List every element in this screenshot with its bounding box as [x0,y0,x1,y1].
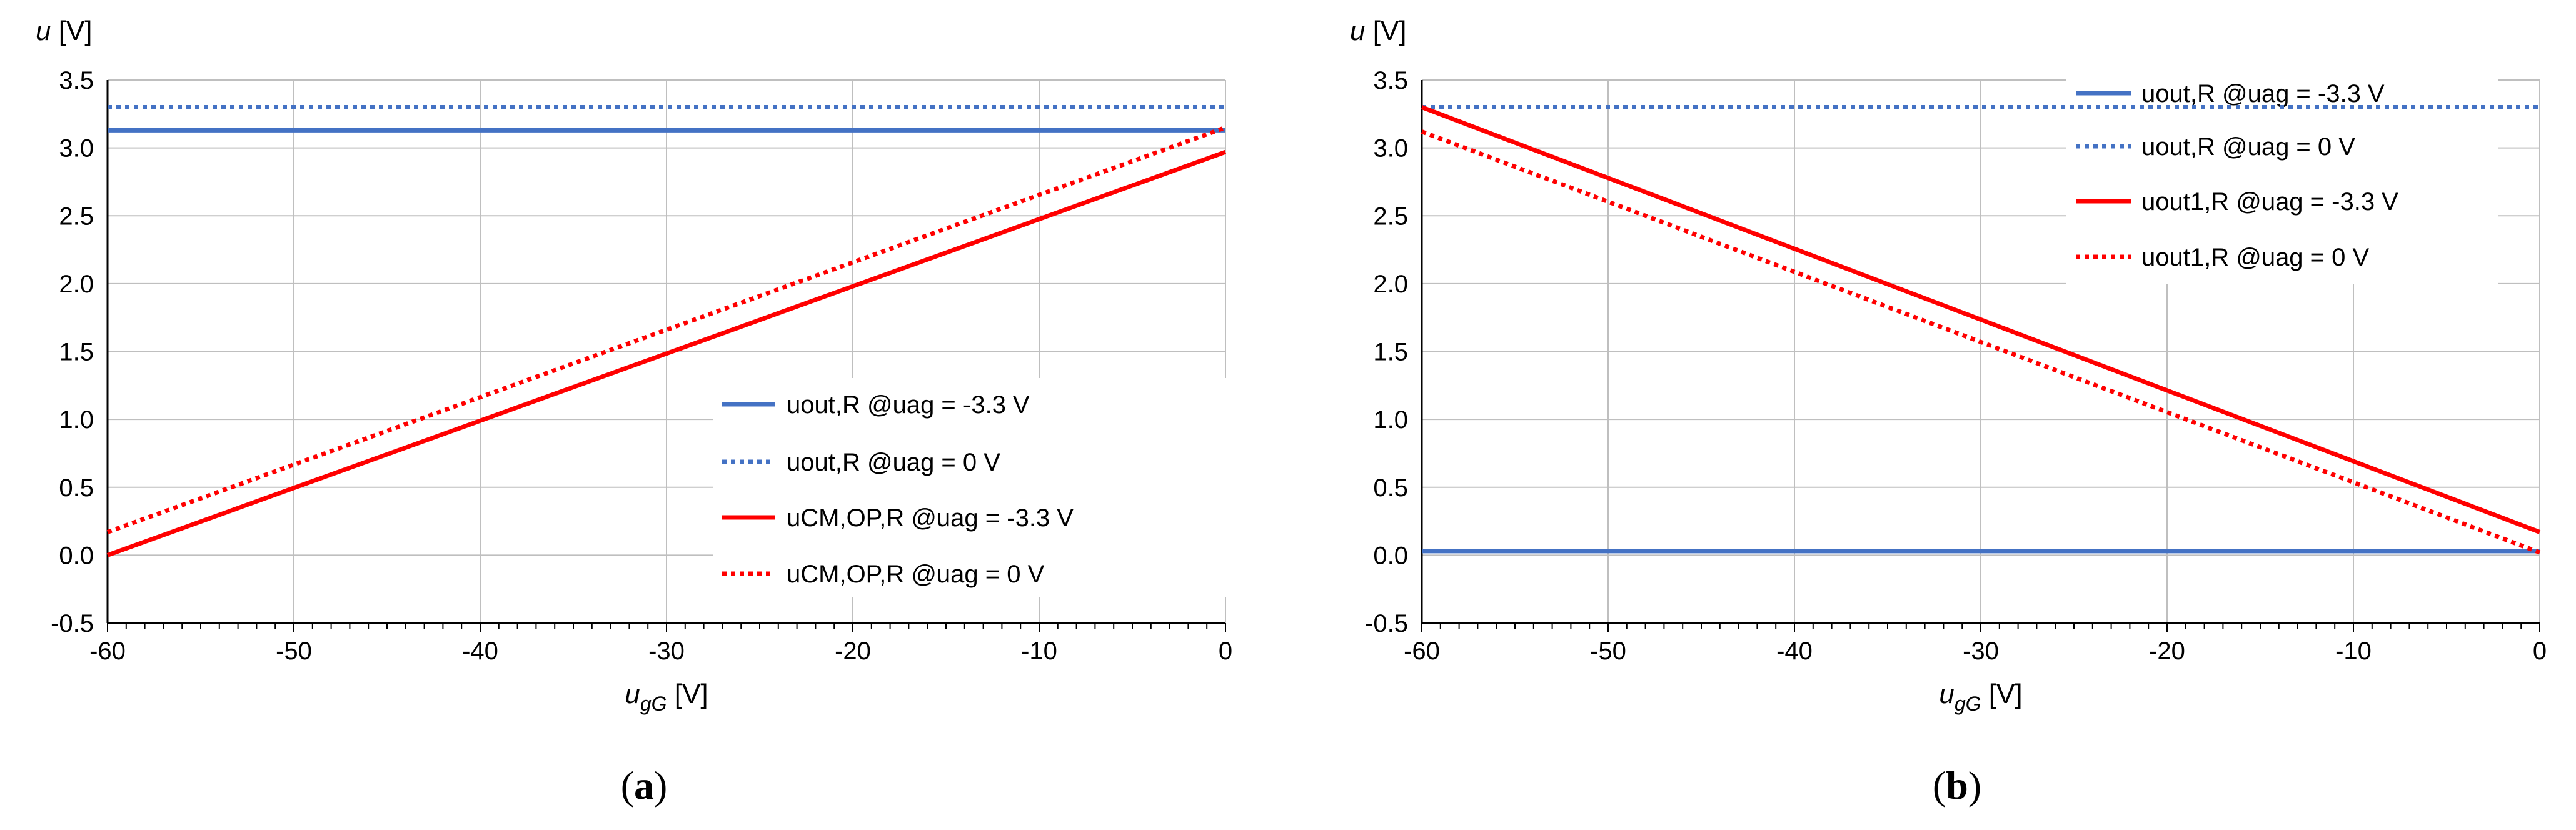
y-axis-label-symbol: u [36,16,51,46]
legend-label-2: uout,R @uag = 0 V [787,449,1000,476]
y-tick-label: 3.5 [59,67,94,94]
y-tick-label: 3.5 [1373,67,1408,94]
y-tick-label: 2.5 [59,202,94,230]
caption-close-paren: ) [1968,763,1981,808]
legend-label-2: uout,R @uag = 0 V [2141,133,2355,161]
x-axis-label-symbol: u [625,679,640,709]
chart-panel-a: -60 -50 -40 -30 -20 -10 0 -0.5 0.0 0.5 1.0 1.5 2.0 2.… [36,16,1238,808]
caption-close-paren: ) [654,763,667,808]
panel-caption: (b) [1933,763,1981,808]
x-tick-label: -10 [2335,638,2372,665]
x-axis-label-unit: [V] [1981,679,2023,709]
x-tick-label: -30 [1963,638,1999,665]
series-line-4 [106,125,1227,534]
y-tick-label: -0.5 [1365,610,1408,638]
legend-label-3: uout1,R @uag = -3.3 V [2141,188,2398,216]
x-axis-label-subscript: gG [1955,692,1981,715]
y-tick-label: 0.5 [1373,474,1408,502]
x-tick-label: -30 [648,638,685,665]
y-axis-label: u [V] [36,16,93,46]
legend-label-4: uCM,OP,R @uag = 0 V [787,561,1045,588]
series-line-3 [106,149,1227,558]
x-axis-label-subscript: gG [640,692,667,715]
legend-label-1: uout,R @uag = -3.3 V [2141,80,2385,108]
x-tick-label: -40 [1776,638,1813,665]
caption-open-paren: ( [1933,763,1946,808]
y-tick-label: 1.0 [59,406,94,434]
y-tick-label: -0.5 [51,610,94,638]
y-tick-label: 0.5 [59,474,94,502]
x-tick-label: -20 [2149,638,2185,665]
y-axis-label-unit: [V] [51,16,92,46]
legend-label-4: uout1,R @uag = 0 V [2141,244,2370,271]
y-tick-label: 1.5 [1373,339,1408,366]
x-tick-label: 0 [1219,638,1232,665]
y-tick-label: 0.0 [59,542,94,569]
y-tick-label: 0.0 [1373,542,1408,569]
caption-open-paren: ( [621,763,634,808]
y-tick-label: 3.0 [1373,135,1408,162]
legend-label-1: uout,R @uag = -3.3 V [787,391,1030,419]
x-axis-label-symbol: u [1939,679,1954,709]
y-tick-label: 2.0 [59,271,94,298]
y-axis-label: u [V] [1350,16,1407,46]
x-tick-label: 0 [2533,638,2547,665]
caption-letter: b [1946,763,1968,808]
x-tick-label: -40 [462,638,498,665]
y-tick-label: 1.5 [59,339,94,366]
y-axis-label-unit: [V] [1365,16,1406,46]
caption-letter: a [634,763,654,808]
series-line-3 [1421,105,2541,534]
x-tick-label: -50 [276,638,312,665]
x-tick-label: -50 [1590,638,1626,665]
x-tick-label: -20 [835,638,871,665]
x-axis-label-unit: [V] [667,679,708,709]
legend-box [713,378,1238,597]
legend-box [2066,69,2498,284]
y-tick-label: 2.0 [1373,271,1408,298]
x-tick-label: -60 [1404,638,1440,665]
chart-panel-b: -60 -50 -40 -30 -20 -10 0 -0.5 0.0 0.5 1.0 1.5 2.0 2.… [1350,16,2547,808]
x-axis-label: ugG [V] [1939,679,2022,715]
y-tick-label: 2.5 [1373,202,1408,230]
panel-caption: (a) [621,763,668,808]
legend-label-3: uCM,OP,R @uag = -3.3 V [787,504,1074,532]
x-tick-label: -60 [89,638,126,665]
y-tick-label: 1.0 [1373,406,1408,434]
x-axis-label: ugG [V] [625,679,708,715]
y-tick-label: 3.0 [59,135,94,162]
series-line-4 [1421,129,2541,555]
y-axis-label-symbol: u [1350,16,1365,46]
x-tick-label: -10 [1021,638,1057,665]
